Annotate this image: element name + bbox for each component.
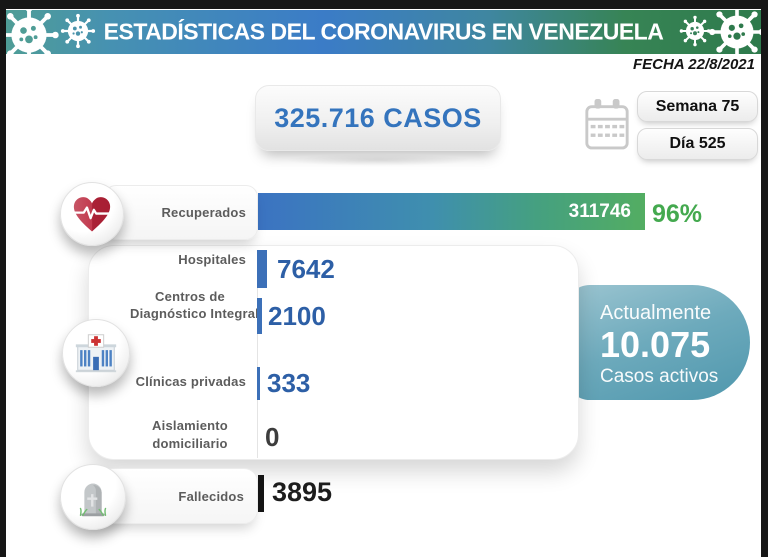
week-badge: Semana 75 <box>637 91 758 122</box>
row-label-line1: Hospitales <box>178 252 246 267</box>
recovered-heart-icon <box>60 182 124 246</box>
row-label-cdi: Centros de Diagnóstico Integral <box>130 288 259 322</box>
hospital-icon <box>62 319 130 387</box>
date-label: FECHA 22/8/2021 <box>632 56 755 73</box>
bar-cdi <box>257 298 262 334</box>
virus-icon <box>679 15 711 47</box>
row-label-line1: Clínicas privadas <box>135 374 246 389</box>
active-cases-subcaption: Casos activos <box>600 366 719 387</box>
bar-clinicas <box>257 367 260 400</box>
virus-icon <box>60 13 96 49</box>
day-label: Día 525 <box>669 135 726 152</box>
active-cases-value: 10.075 <box>600 324 711 365</box>
row-label-line2: Diagnóstico Integral <box>130 306 259 321</box>
row-label-line2: domiciliario <box>152 436 228 451</box>
row-label-line1: Aislamiento <box>152 418 228 433</box>
bar-hospitales <box>257 250 267 288</box>
day-badge: Día 525 <box>637 128 758 160</box>
calendar-icon <box>583 93 631 153</box>
value-hospitales: 7642 <box>277 254 335 284</box>
recovered-label-box: Recuperados <box>104 185 258 240</box>
deaths-label: Fallecidos <box>178 488 244 504</box>
active-cases-caption: Actualmente <box>600 302 712 324</box>
breakdown-panel <box>88 245 579 460</box>
tombstone-icon <box>60 464 126 530</box>
recovered-percent: 96% <box>652 200 703 228</box>
value-cdi: 2100 <box>268 301 326 331</box>
recovered-label: Recuperados <box>161 205 246 220</box>
page-title: ESTADÍSTICAS DEL CORONAVIRUS EN VENEZUEL… <box>103 18 664 45</box>
row-label-hospitales: Hospitales <box>88 251 246 268</box>
value-fallecidos: 3895 <box>272 477 333 507</box>
header-banner: ESTADÍSTICAS DEL CORONAVIRUS EN VENEZUEL… <box>6 10 761 54</box>
week-label: Semana 75 <box>655 97 740 115</box>
bar-fallecidos <box>258 475 264 512</box>
total-cases-badge: 325.716 CASOS <box>255 85 501 166</box>
row-label-clinicas: Clínicas privadas <box>88 373 246 390</box>
total-cases-value: 325.716 CASOS <box>274 102 482 133</box>
row-label-aislamiento: Aislamiento domiciliario <box>130 417 250 453</box>
value-clinicas: 333 <box>267 368 311 398</box>
virus-icon <box>709 10 761 54</box>
infographic-page: ESTADÍSTICAS DEL CORONAVIRUS EN VENEZUEL… <box>6 9 761 557</box>
axis-line <box>257 250 258 458</box>
recovered-value: 311746 <box>568 200 631 222</box>
active-cases-badge: Actualmente 10.075 Casos activos <box>566 285 750 400</box>
virus-icon <box>6 10 59 54</box>
row-label-line1: Centros de <box>155 289 225 304</box>
value-aislamiento: 0 <box>265 422 280 452</box>
recovered-bar: 311746 <box>258 193 645 230</box>
